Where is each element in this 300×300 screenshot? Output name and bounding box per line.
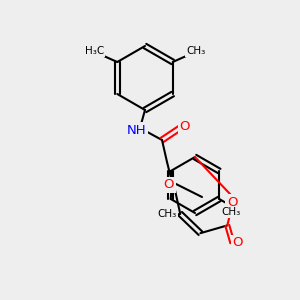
Text: CH₃: CH₃: [186, 46, 205, 56]
Text: NH: NH: [127, 124, 147, 136]
Text: O: O: [180, 119, 190, 133]
Text: O: O: [164, 178, 174, 191]
Text: H₃C: H₃C: [85, 46, 104, 56]
Text: O: O: [227, 196, 237, 209]
Text: CH₃: CH₃: [157, 209, 176, 219]
Text: O: O: [232, 236, 242, 249]
Text: CH₃: CH₃: [221, 207, 241, 217]
